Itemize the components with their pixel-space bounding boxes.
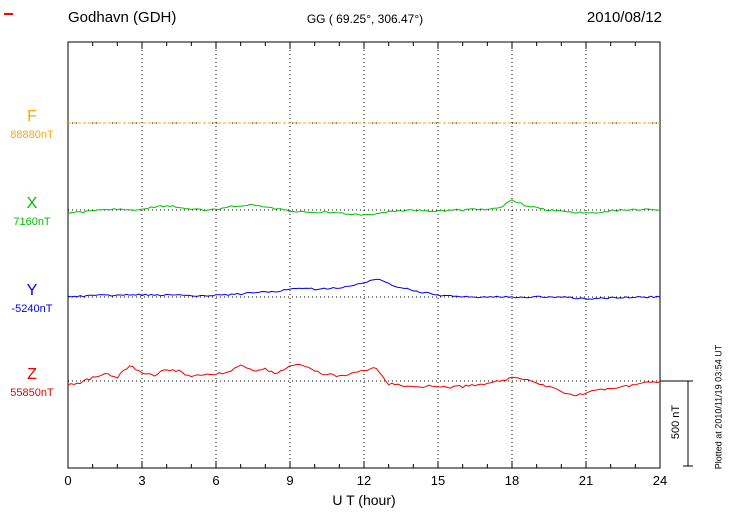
x-tick-label: 0 <box>64 473 72 488</box>
series-baseline-value-Z: 55850nT <box>10 387 54 399</box>
series-letter-X: X <box>26 195 38 212</box>
trace-Z <box>67 363 661 397</box>
station-title: Godhavn (GDH) <box>68 9 177 26</box>
x-tick-label: 21 <box>578 473 594 488</box>
series-baseline-value-Y: -5240nT <box>11 303 53 315</box>
x-tick-label: 24 <box>652 473 668 488</box>
series-baseline-value-X: 7160nT <box>13 216 51 228</box>
plot-frame <box>67 41 661 469</box>
x-tick-label: 18 <box>504 473 520 488</box>
series-baseline-value-F: 88880nT <box>10 129 54 141</box>
x-tick-label: 3 <box>138 473 146 488</box>
x-tick-label: 15 <box>430 473 446 488</box>
x-axis-title: U T (hour) <box>332 492 396 508</box>
corner-mark <box>4 13 13 15</box>
x-tick-label: 6 <box>212 473 220 488</box>
coordinates-label: GG ( 69.25°, 306.47°) <box>306 12 424 26</box>
x-tick-label: 9 <box>286 473 294 488</box>
series-letter-Y: Y <box>26 282 38 299</box>
plotted-at-label: Plotted at 2010/11/19 03:54 UT <box>713 344 724 470</box>
series-letter-F: F <box>27 108 37 125</box>
trace-Y <box>67 278 661 300</box>
date-label: 2010/08/12 <box>586 9 662 26</box>
x-tick-label: 12 <box>356 473 372 488</box>
scale-bar-label: 500 nT <box>670 404 682 440</box>
series-letter-Z: Z <box>27 366 37 383</box>
trace-X <box>67 199 661 216</box>
